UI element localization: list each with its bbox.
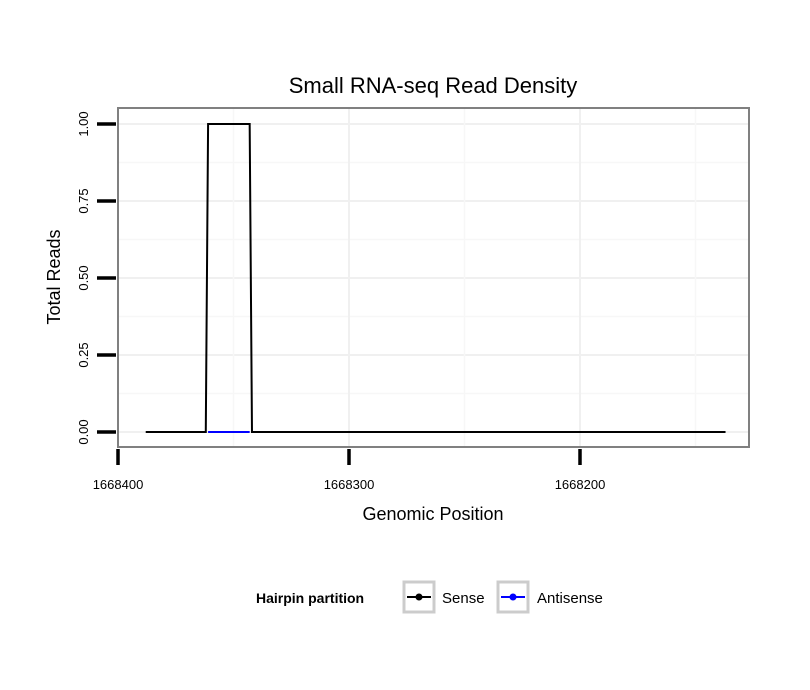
y-tick-label: 1.00 xyxy=(76,111,91,136)
x-axis: 1668400 1668300 1668200 xyxy=(93,449,606,492)
legend-label-antisense: Antisense xyxy=(537,590,603,607)
legend-title: Hairpin partition xyxy=(256,590,364,606)
y-axis: 0.00 0.25 0.50 0.75 1.00 xyxy=(76,111,116,445)
legend: Hairpin partition Sense Antisense xyxy=(256,580,603,614)
x-tick-label: 1668200 xyxy=(555,477,606,492)
y-axis-title: Total Reads xyxy=(44,229,64,324)
y-tick-label: 0.25 xyxy=(76,342,91,367)
legend-key-point-antisense xyxy=(509,593,517,601)
y-tick-label: 0.75 xyxy=(76,188,91,213)
legend-item-sense: Sense xyxy=(402,580,485,614)
plot-panel-border xyxy=(117,107,750,448)
y-tick-label: 0.50 xyxy=(76,265,91,290)
series-layer xyxy=(145,123,726,433)
legend-item-antisense: Antisense xyxy=(496,580,603,614)
x-axis-title: Genomic Position xyxy=(362,504,503,524)
legend-label-sense: Sense xyxy=(442,590,485,607)
legend-key-point-sense xyxy=(415,593,423,601)
y-tick-label: 0.00 xyxy=(76,419,91,444)
grid xyxy=(117,108,749,447)
series-line-sense xyxy=(145,123,726,433)
x-tick-label: 1668300 xyxy=(324,477,375,492)
x-tick-label: 1668400 xyxy=(93,477,144,492)
chart-title: Small RNA-seq Read Density xyxy=(289,73,578,98)
